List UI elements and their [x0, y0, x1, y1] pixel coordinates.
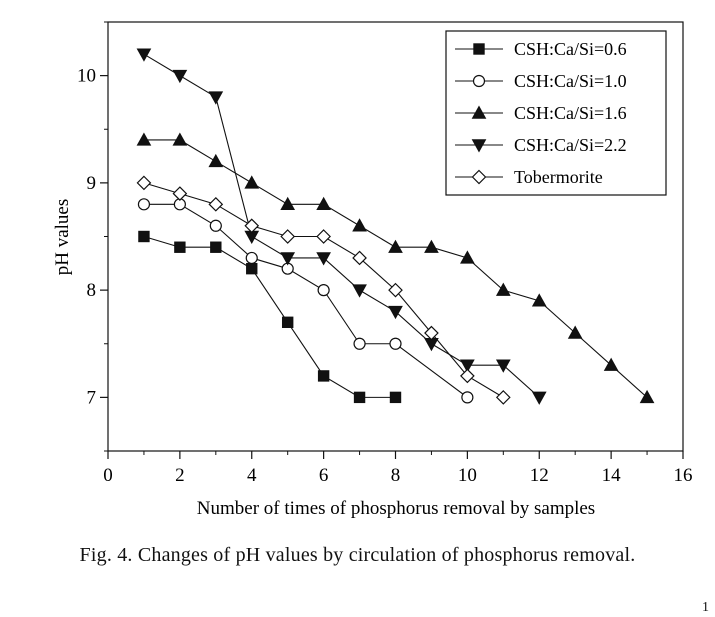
y-tick-label: 9: [87, 173, 97, 194]
data-point: [208, 196, 224, 212]
data-point: [136, 132, 152, 146]
legend-label: CSH:Ca/Si=1.0: [514, 71, 627, 91]
axes: 0 2 4 6 8 10 12 14 16 7 8 9 10: [77, 21, 693, 486]
data-point: [495, 282, 511, 296]
legend-entry: CSH:Ca/Si=2.2: [455, 135, 627, 155]
y-tick-label: 7: [87, 387, 97, 408]
y-tick-label: 8: [87, 280, 97, 301]
series-3: [136, 132, 655, 404]
legend-marker: [472, 74, 486, 88]
series-line: [143, 235, 396, 398]
data-point: [495, 359, 511, 373]
legend-entry: CSH:Ca/Si=0.6: [455, 39, 627, 59]
data-point: [316, 196, 331, 211]
data-point: [460, 359, 475, 373]
data-point: [460, 250, 475, 264]
data-point: [531, 293, 547, 307]
data-point: [208, 153, 224, 168]
data-point: [280, 252, 296, 266]
data-point: [603, 357, 619, 371]
data-point: [246, 262, 258, 275]
x-tick-label: 4: [247, 465, 257, 486]
x-tick-label: 2: [175, 465, 185, 486]
data-point: [208, 91, 224, 105]
data-point: [316, 229, 331, 244]
data-point: [244, 218, 260, 234]
legend-marker: [471, 105, 487, 119]
x-tick-label: 6: [319, 465, 329, 486]
data-point: [280, 196, 296, 211]
x-tick-label: 0: [103, 465, 113, 486]
data-point: [388, 305, 403, 320]
legend-entry: CSH:Ca/Si=1.0: [455, 71, 627, 91]
data-point: [136, 48, 152, 62]
data-point: [388, 282, 403, 298]
legend-marker: [471, 169, 487, 185]
data-point: [352, 284, 367, 298]
data-point: [353, 337, 366, 350]
data-point: [567, 325, 583, 339]
data-point: [244, 175, 260, 189]
series-5: [136, 175, 511, 405]
series-2: [137, 198, 474, 404]
y-tick-label: 10: [77, 66, 96, 87]
data-point: [209, 219, 222, 232]
x-tick-label: 16: [674, 465, 693, 486]
data-point: [210, 241, 222, 253]
data-point: [353, 391, 366, 404]
data-point: [245, 251, 258, 265]
x-axis-title: Number of times of phosphorus removal by…: [197, 498, 595, 519]
legend: CSH:Ca/Si=0.6 CSH:Ca/Si=1.0 CSH:Ca/Si=1.6 C…: [445, 30, 667, 196]
data-point: [317, 370, 330, 382]
x-tick-label: 12: [530, 465, 549, 486]
data-point: [281, 316, 294, 329]
legend-label: CSH:Ca/Si=1.6: [514, 103, 627, 123]
data-point: [389, 337, 402, 350]
series-layer: [136, 48, 655, 405]
data-point: [316, 252, 331, 266]
legend-label: CSH:Ca/Si=0.6: [514, 39, 627, 59]
legend-label: Tobermorite: [514, 167, 603, 187]
legend-entry: CSH:Ca/Si=1.6: [455, 103, 627, 123]
corner-mark: 1: [702, 600, 709, 615]
legend-label: CSH:Ca/Si=2.2: [514, 135, 627, 155]
series-1: [138, 230, 402, 404]
x-tick-label: 8: [391, 465, 401, 486]
data-point: [137, 198, 151, 211]
data-point: [352, 250, 367, 266]
data-point: [136, 175, 152, 191]
legend-entry: Tobermorite: [455, 167, 603, 187]
data-point: [424, 325, 439, 341]
data-point: [531, 391, 547, 405]
data-point: [352, 218, 367, 232]
data-point: [172, 69, 188, 84]
data-point: [172, 132, 188, 146]
legend-marker: [471, 139, 487, 153]
data-point: [172, 186, 188, 201]
series-line: [143, 203, 468, 398]
y-axis-title: pH values: [52, 199, 73, 276]
data-point: [317, 284, 330, 297]
x-tick-label: 10: [458, 465, 477, 486]
data-point: [461, 391, 474, 404]
data-point: [389, 391, 402, 404]
data-point: [639, 389, 655, 404]
data-point: [424, 239, 439, 253]
series-4: [136, 48, 547, 405]
data-point: [280, 229, 296, 244]
data-point: [388, 239, 403, 253]
data-point: [495, 390, 511, 405]
data-point: [138, 230, 150, 243]
data-point: [460, 368, 475, 384]
legend-marker: [473, 43, 485, 55]
data-point: [174, 241, 186, 253]
figure-caption: Fig. 4. Changes of pH values by circulat…: [79, 544, 636, 566]
x-tick-label: 14: [602, 465, 622, 486]
